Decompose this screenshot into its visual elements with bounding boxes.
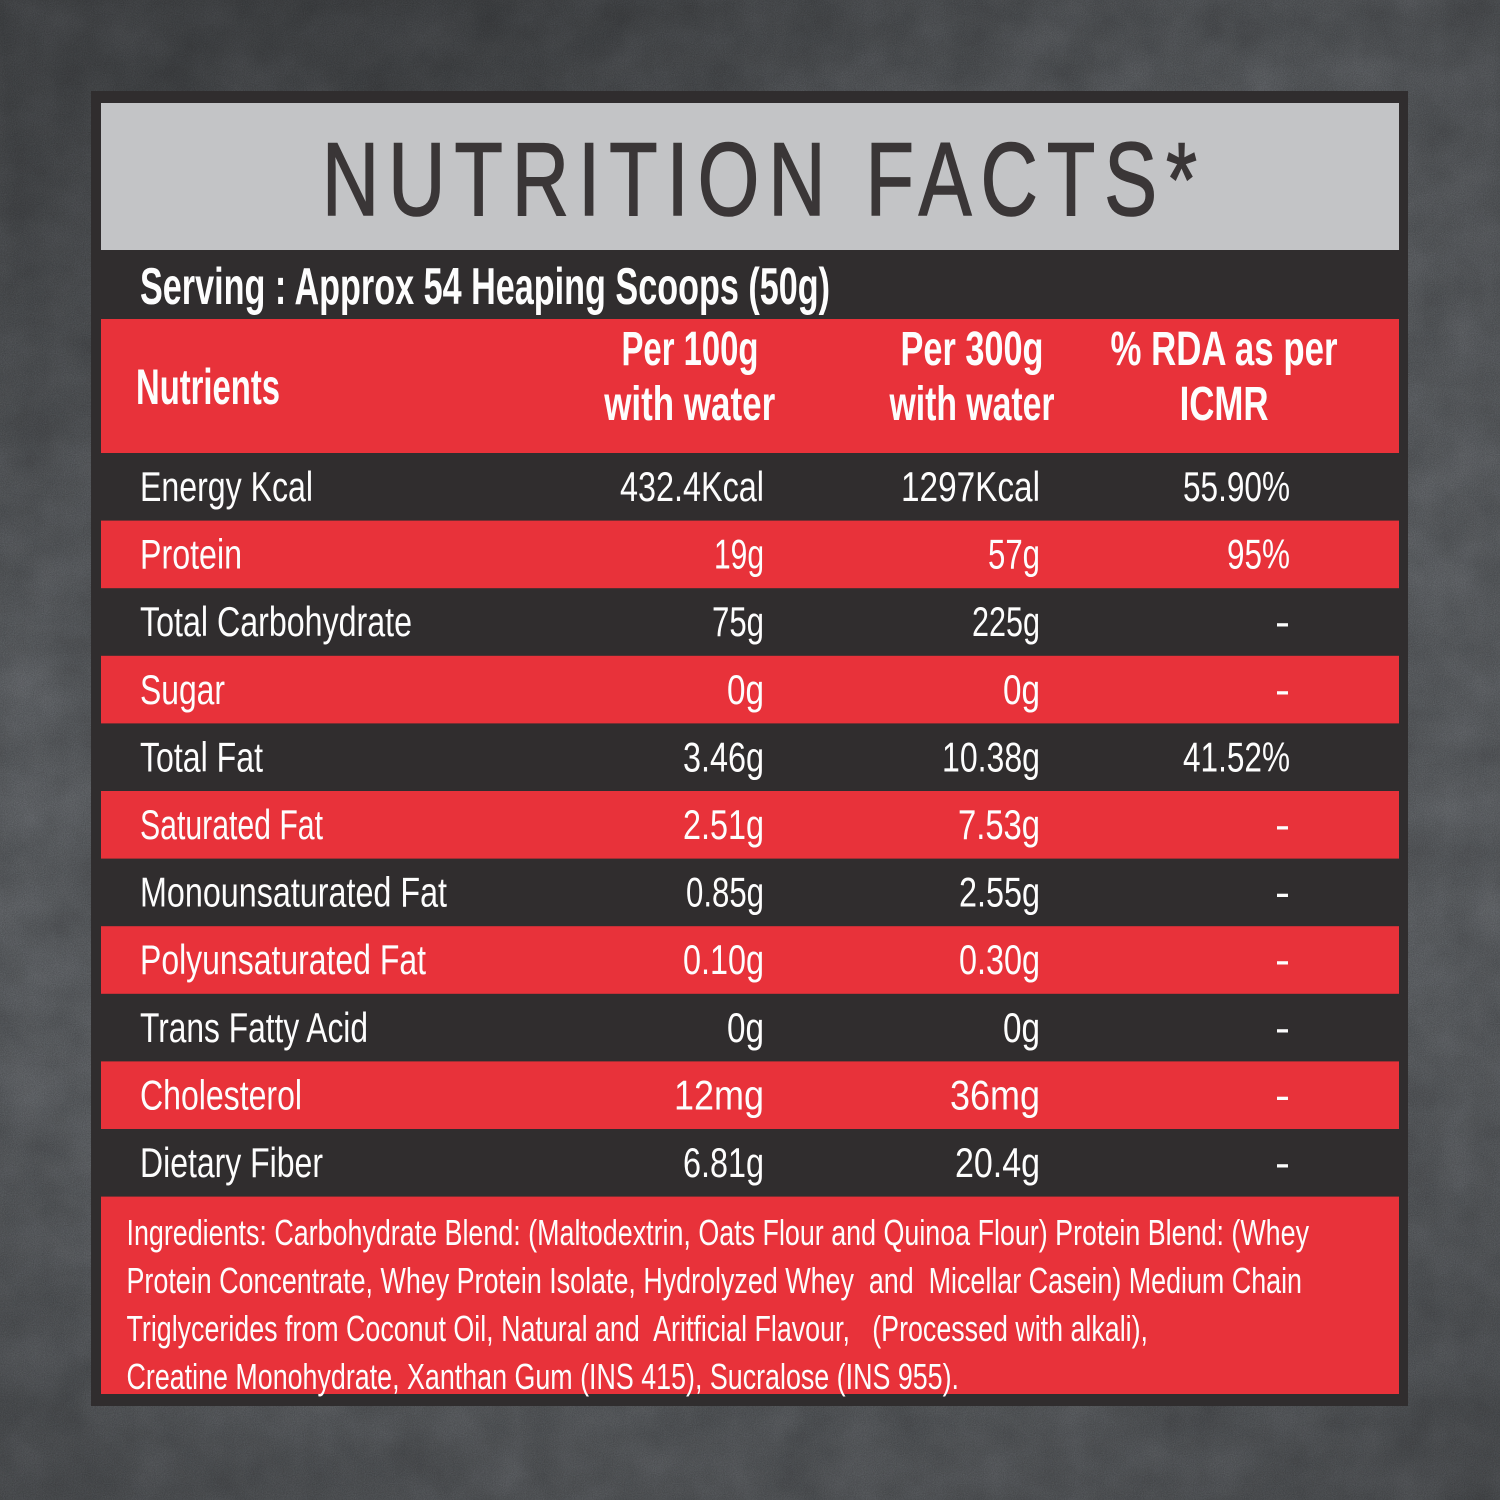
svg-text:-: -: [1275, 666, 1290, 713]
svg-text:20.4g: 20.4g: [955, 1139, 1040, 1186]
svg-text:Trans Fatty Acid: Trans Fatty Acid: [140, 1004, 368, 1051]
svg-text:Monounsaturated Fat: Monounsaturated Fat: [140, 869, 447, 916]
svg-text:-: -: [1275, 598, 1290, 645]
svg-text:Cholesterol: Cholesterol: [140, 1071, 302, 1118]
svg-text:-: -: [1275, 1139, 1290, 1186]
svg-text:-: -: [1275, 869, 1290, 916]
svg-text:55.90%: 55.90%: [1183, 463, 1290, 510]
svg-text:Sugar: Sugar: [140, 666, 225, 713]
svg-text:Serving : Approx 54 Heaping Sc: Serving : Approx 54 Heaping Scoops (50g): [140, 258, 830, 316]
svg-text:Protein: Protein: [140, 531, 242, 578]
svg-text:7.53g: 7.53g: [958, 801, 1040, 848]
svg-text:3.46g: 3.46g: [683, 733, 764, 780]
svg-text:2.55g: 2.55g: [959, 869, 1040, 916]
svg-text:225g: 225g: [972, 598, 1040, 645]
svg-text:ICMR: ICMR: [1180, 377, 1269, 431]
svg-text:-: -: [1275, 1004, 1290, 1051]
svg-text:Polyunsaturated Fat: Polyunsaturated Fat: [140, 936, 426, 983]
svg-text:432.4Kcal: 432.4Kcal: [620, 463, 764, 510]
svg-text:NUTRITION FACTS*: NUTRITION FACTS*: [322, 122, 1206, 238]
svg-text:-: -: [1275, 801, 1290, 848]
svg-text:0g: 0g: [727, 1004, 764, 1051]
svg-text:95%: 95%: [1227, 531, 1290, 578]
svg-text:1297Kcal: 1297Kcal: [901, 463, 1040, 510]
svg-text:57g: 57g: [988, 531, 1040, 578]
svg-text:with water: with water: [603, 378, 775, 431]
svg-text:Total Fat: Total Fat: [140, 733, 263, 780]
svg-text:Ingredients: Carbohydrate Blen: Ingredients: Carbohydrate Blend: (Maltod…: [127, 1212, 1310, 1253]
svg-text:10.38g: 10.38g: [942, 733, 1040, 780]
svg-text:0.10g: 0.10g: [683, 936, 764, 983]
svg-text:0g: 0g: [1003, 1004, 1040, 1051]
svg-text:0.30g: 0.30g: [959, 936, 1040, 983]
svg-text:0g: 0g: [727, 666, 764, 713]
svg-text:Saturated Fat: Saturated Fat: [140, 801, 323, 848]
svg-text:2.51g: 2.51g: [683, 801, 764, 848]
svg-text:0g: 0g: [1003, 666, 1040, 713]
svg-text:Creatine Monohydrate, Xanthan: Creatine Monohydrate, Xanthan Gum (INS 4…: [127, 1356, 960, 1397]
svg-text:Protein Concentrate, Whey Prot: Protein Concentrate, Whey Protein Isolat…: [127, 1260, 1303, 1301]
svg-text:% RDA as per: % RDA as per: [1111, 322, 1338, 376]
svg-text:0.85g: 0.85g: [686, 869, 764, 916]
svg-text:19g: 19g: [714, 531, 764, 578]
svg-text:-: -: [1275, 936, 1290, 983]
svg-text:Nutrients: Nutrients: [136, 359, 280, 415]
svg-text:Energy Kcal: Energy Kcal: [140, 463, 313, 510]
svg-text:6.81g: 6.81g: [683, 1139, 764, 1186]
svg-text:12mg: 12mg: [674, 1071, 764, 1118]
svg-text:75g: 75g: [712, 598, 764, 645]
svg-text:Total Carbohydrate: Total Carbohydrate: [140, 598, 412, 645]
svg-text:-: -: [1275, 1071, 1290, 1118]
svg-text:36mg: 36mg: [950, 1071, 1040, 1118]
svg-text:Dietary Fiber: Dietary Fiber: [140, 1139, 323, 1186]
svg-text:Per 300g: Per 300g: [901, 323, 1044, 376]
svg-text:Triglycerides from Coconut Oil: Triglycerides from Coconut Oil, Natural …: [127, 1308, 1149, 1349]
svg-text:41.52%: 41.52%: [1183, 733, 1290, 780]
svg-text:Per 100g: Per 100g: [622, 323, 759, 376]
svg-text:with water: with water: [889, 378, 1055, 431]
